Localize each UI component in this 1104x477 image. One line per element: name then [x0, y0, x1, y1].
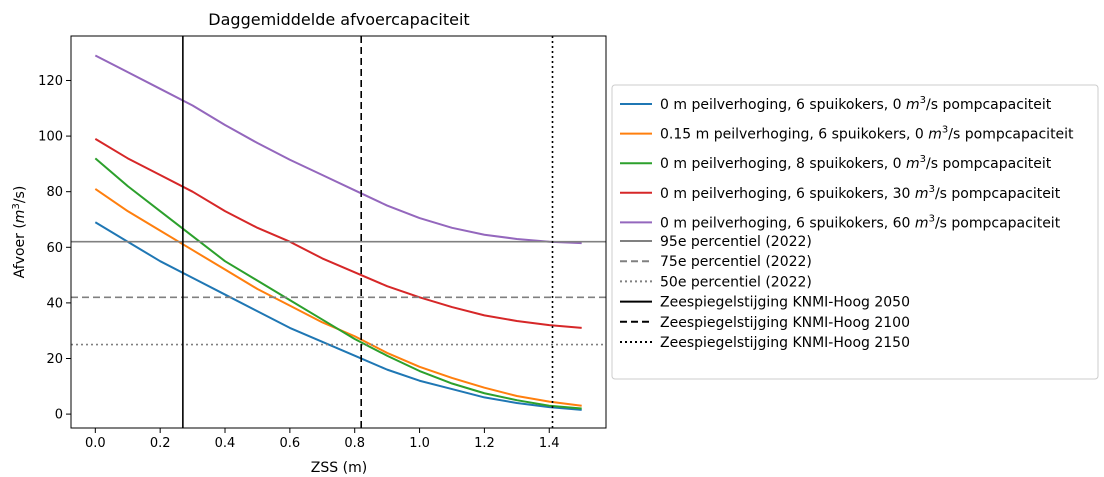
- x-tick-label: 1.0: [409, 436, 430, 451]
- y-axis-label-sup: 3: [11, 203, 22, 209]
- x-tick-label: 0.0: [85, 436, 106, 451]
- y-tick-label: 80: [46, 185, 63, 200]
- x-tick-label: 1.2: [474, 436, 495, 451]
- y-tick-label: 20: [46, 352, 63, 367]
- x-tick-label: 0.2: [150, 436, 171, 451]
- x-axis: 0.0 0.2 0.4 0.6 0.8 1.0 1.2 1.4: [85, 428, 560, 451]
- x-tick-label: 0.6: [280, 436, 301, 451]
- legend-label-7: 75e percentiel (2022): [660, 254, 812, 270]
- legend-box: [611, 84, 1099, 380]
- legend-label-1: 0 m peilverhoging, 6 spuikokers, 0 m3/s …: [660, 95, 1052, 113]
- series-line-1: [94, 221, 582, 411]
- y-tick-label: 100: [38, 130, 63, 145]
- x-tick-label: 1.4: [539, 436, 560, 451]
- legend-label-8: 50e percentiel (2022): [660, 274, 812, 290]
- legend-label-6: 95e percentiel (2022): [660, 234, 812, 250]
- series-line-4: [94, 138, 582, 329]
- x-tick-label: 0.4: [215, 436, 236, 451]
- y-axis: 0 20 40 60 80 100 120: [38, 74, 71, 423]
- legend-label-3: 0 m peilverhoging, 8 spuikokers, 0 m3/s …: [660, 154, 1052, 172]
- legend-label-2: 0.15 m peilverhoging, 6 spuikokers, 0 m3…: [660, 125, 1074, 143]
- series-line-3: [94, 157, 582, 410]
- y-tick-label: 120: [38, 74, 63, 89]
- x-tick-label: 0.8: [344, 436, 365, 451]
- y-axis-label-main: Afvoer (: [12, 223, 28, 278]
- y-axis-label-unit: m: [12, 210, 28, 224]
- series-line-5: [94, 54, 582, 245]
- legend: 0 m peilverhoging, 6 spuikokers, 0 m3/s …: [611, 84, 1099, 380]
- y-axis-label: Afvoer (m3/s): [11, 186, 29, 279]
- y-axis-label-rest: /s): [12, 186, 28, 203]
- legend-label-5: 0 m peilverhoging, 6 spuikokers, 60 m3/s…: [660, 213, 1061, 231]
- legend-label-9: Zeespiegelstijging KNMI-Hoog 2050: [660, 295, 910, 311]
- chart-title: Daggemiddelde afvoercapaciteit: [208, 10, 469, 29]
- legend-label-10: Zeespiegelstijging KNMI-Hoog 2100: [660, 315, 910, 331]
- plot-frame: [70, 35, 607, 429]
- x-axis-label: ZSS (m): [311, 460, 367, 476]
- legend-label-4: 0 m peilverhoging, 6 spuikokers, 30 m3/s…: [660, 184, 1061, 202]
- y-tick-label: 60: [46, 241, 63, 256]
- y-tick-label: 0: [55, 408, 63, 423]
- legend-label-11: Zeespiegelstijging KNMI-Hoog 2150: [660, 335, 910, 351]
- y-tick-label: 40: [46, 296, 63, 311]
- plot-area: [71, 36, 606, 428]
